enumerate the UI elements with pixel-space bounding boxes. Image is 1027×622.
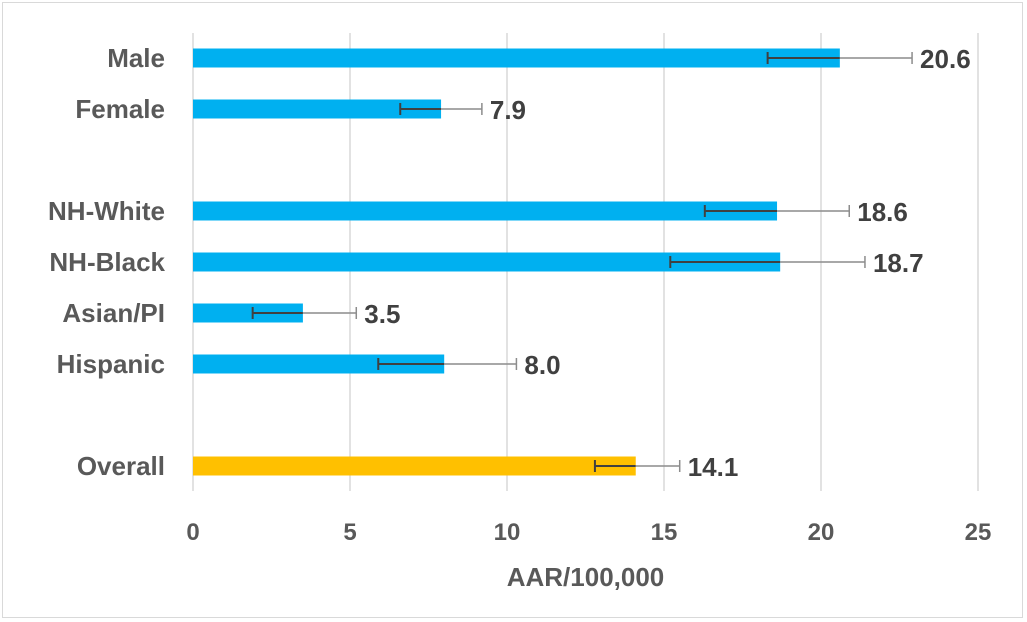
data-label: 14.1 [688,452,739,482]
x-tick-label: 15 [651,519,678,546]
x-tick-label: 25 [965,519,992,546]
category-label: Hispanic [57,349,165,379]
category-labels: Male Female NH-White NH-Black Asian/PI Hispan… [48,43,166,481]
data-label: 3.5 [364,299,400,329]
x-axis-title: AAR/100,000 [507,562,665,592]
x-tick-label: 5 [343,519,356,546]
category-label: Overall [77,451,165,481]
category-label: Female [75,94,165,124]
bar-chart: Male Female NH-White NH-Black Asian/PI Hispan… [48,33,991,592]
bar [193,99,442,119]
data-label: 18.7 [873,248,924,278]
data-label: 18.6 [857,197,908,227]
data-label: 8.0 [524,350,560,380]
data-labels: 20.6 7.9 18.6 18.7 3.5 8.0 14.1 [364,44,970,482]
bar [193,252,781,272]
bar [193,48,840,68]
bars [193,48,840,476]
bar [193,303,303,323]
bar [193,201,778,221]
x-tick-label: 10 [494,519,521,546]
category-label: Male [107,43,165,73]
data-label: 7.9 [490,95,526,125]
x-tick-label: 20 [808,519,835,546]
x-tick-labels: 0 5 10 15 20 25 [186,519,991,546]
error-bars [251,52,913,472]
x-tick-label: 0 [186,519,199,546]
category-label: Asian/PI [62,298,165,328]
bar [193,456,636,476]
data-label: 20.6 [920,44,971,74]
bar [193,354,445,374]
category-label: NH-White [48,196,165,226]
category-label: NH-Black [49,247,165,277]
